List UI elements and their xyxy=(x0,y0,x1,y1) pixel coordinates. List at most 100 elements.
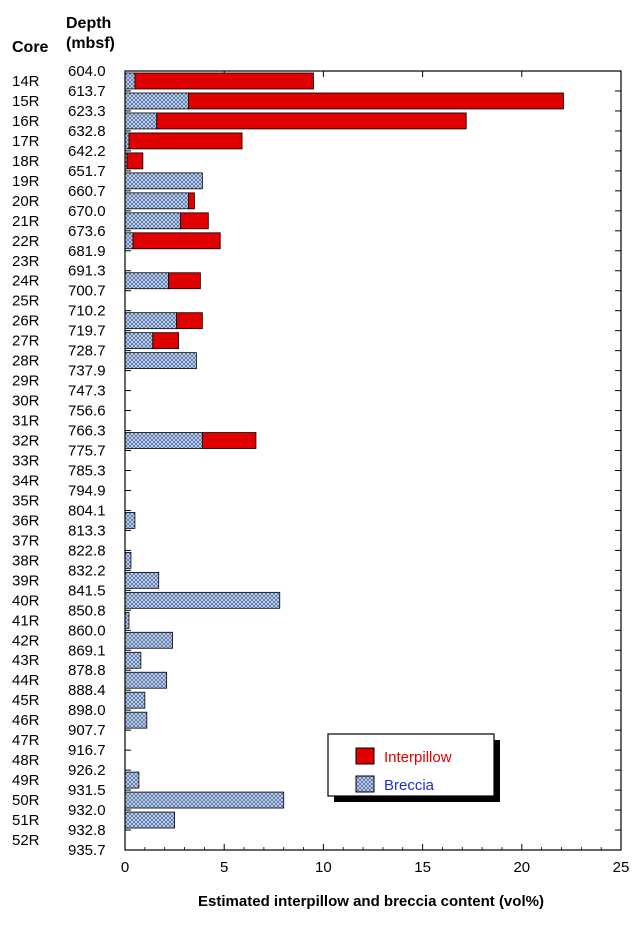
bar-interpillow xyxy=(128,132,243,150)
x-tick-label: 15 xyxy=(414,859,431,876)
depth-label: 728.7 xyxy=(68,343,106,360)
bar-breccia xyxy=(124,312,177,330)
depth-label: 878.8 xyxy=(68,662,106,679)
core-label: 46R xyxy=(12,712,40,729)
x-tick-label: 10 xyxy=(315,859,332,876)
depth-label: 681.9 xyxy=(68,243,106,260)
core-label: 17R xyxy=(12,133,40,150)
depth-label: 604.0 xyxy=(68,63,106,80)
bar-breccia xyxy=(124,691,146,709)
depth-label: 632.8 xyxy=(68,123,106,140)
core-label: 14R xyxy=(12,73,40,90)
depth-label: 935.7 xyxy=(68,842,106,859)
depth-label: 651.7 xyxy=(68,163,106,180)
depth-label: 719.7 xyxy=(68,323,106,340)
bar-interpillow xyxy=(188,92,564,110)
core-label: 19R xyxy=(12,173,40,190)
core-label: 36R xyxy=(12,512,40,529)
core-label: 52R xyxy=(12,832,40,849)
depth-label: 898.0 xyxy=(68,702,106,719)
depth-label: 794.9 xyxy=(68,482,106,499)
bar-interpillow xyxy=(176,312,203,330)
core-label: 25R xyxy=(12,293,40,310)
bar-breccia xyxy=(124,651,142,669)
bar-breccia xyxy=(124,332,154,350)
core-label: 16R xyxy=(12,113,40,130)
bar-breccia xyxy=(124,711,148,729)
core-label: 33R xyxy=(12,453,40,470)
plot-frame xyxy=(124,70,622,851)
core-label: 20R xyxy=(12,193,40,210)
bar-breccia xyxy=(124,671,168,689)
core-label: 39R xyxy=(12,572,40,589)
depth-label: 785.3 xyxy=(68,462,106,479)
core-label: 38R xyxy=(12,552,40,569)
depth-label: 700.7 xyxy=(68,283,106,300)
depth-label: 766.3 xyxy=(68,423,106,440)
bar-breccia xyxy=(124,72,136,90)
bar-breccia xyxy=(124,811,175,829)
legend-swatch-interpillow xyxy=(355,747,375,765)
legend-swatch-breccia xyxy=(355,775,375,793)
core-label: 15R xyxy=(12,93,40,110)
core-label: 23R xyxy=(12,253,40,270)
bar-breccia xyxy=(124,512,136,529)
core-label: 30R xyxy=(12,393,40,410)
core-label: 44R xyxy=(12,672,40,689)
bar-breccia xyxy=(124,112,158,130)
core-label: 41R xyxy=(12,612,40,629)
bar-breccia xyxy=(124,432,203,449)
depth-label: 775.7 xyxy=(68,443,106,460)
core-label: 27R xyxy=(12,333,40,350)
depth-label: 869.1 xyxy=(68,642,106,659)
core-label: 18R xyxy=(12,153,40,170)
bar-interpillow xyxy=(188,192,195,210)
core-label: 49R xyxy=(12,772,40,789)
core-label: 31R xyxy=(12,413,40,430)
depth-header-line2: (mbsf) xyxy=(66,35,115,52)
depth-label: 932.8 xyxy=(68,822,106,839)
bar-interpillow xyxy=(180,212,209,230)
depth-label: 804.1 xyxy=(68,502,106,519)
depth-label: 756.6 xyxy=(68,403,106,420)
bar-breccia xyxy=(124,172,203,190)
bar-breccia xyxy=(124,791,285,809)
x-tick-label: 5 xyxy=(220,859,228,876)
bar-interpillow xyxy=(132,232,221,250)
grid-layer xyxy=(124,71,622,850)
core-label: 45R xyxy=(12,692,40,709)
depth-label: 931.5 xyxy=(68,782,106,799)
x-axis-title: Estimated interpillow and breccia conten… xyxy=(198,893,544,910)
depth-label: 832.2 xyxy=(68,562,106,579)
bar-interpillow xyxy=(201,432,257,449)
x-tick-label: 20 xyxy=(513,859,530,876)
depth-label: 932.0 xyxy=(68,802,106,819)
core-label: 48R xyxy=(12,752,40,769)
depth-column-header: Depth (mbsf) xyxy=(66,14,115,54)
depth-label: 850.8 xyxy=(68,602,106,619)
core-label: 37R xyxy=(12,532,40,549)
bar-breccia xyxy=(124,192,189,210)
core-label: 51R xyxy=(12,812,40,829)
bars-layer xyxy=(124,72,564,829)
core-label: 40R xyxy=(12,592,40,609)
depth-label: 907.7 xyxy=(68,722,106,739)
depth-label: 916.7 xyxy=(68,742,106,759)
bar-breccia xyxy=(124,591,281,609)
bar-breccia xyxy=(124,92,189,110)
depth-label: 813.3 xyxy=(68,522,106,539)
depth-label: 613.7 xyxy=(68,83,106,100)
bar-breccia xyxy=(124,212,181,230)
core-label: 42R xyxy=(12,632,40,649)
bar-interpillow xyxy=(134,72,314,90)
core-label: 35R xyxy=(12,492,40,509)
bar-breccia xyxy=(124,352,197,370)
bar-breccia xyxy=(124,771,140,789)
depth-label: 888.4 xyxy=(68,682,106,699)
depth-label: 737.9 xyxy=(68,363,106,380)
depth-label: 822.8 xyxy=(68,542,106,559)
legend-label-breccia: Breccia xyxy=(384,777,435,794)
labels-layer: 604.0 613.7 623.3 632.8 642.2 651.7 660.7 670.0… xyxy=(12,63,629,876)
bar-breccia xyxy=(124,551,132,569)
